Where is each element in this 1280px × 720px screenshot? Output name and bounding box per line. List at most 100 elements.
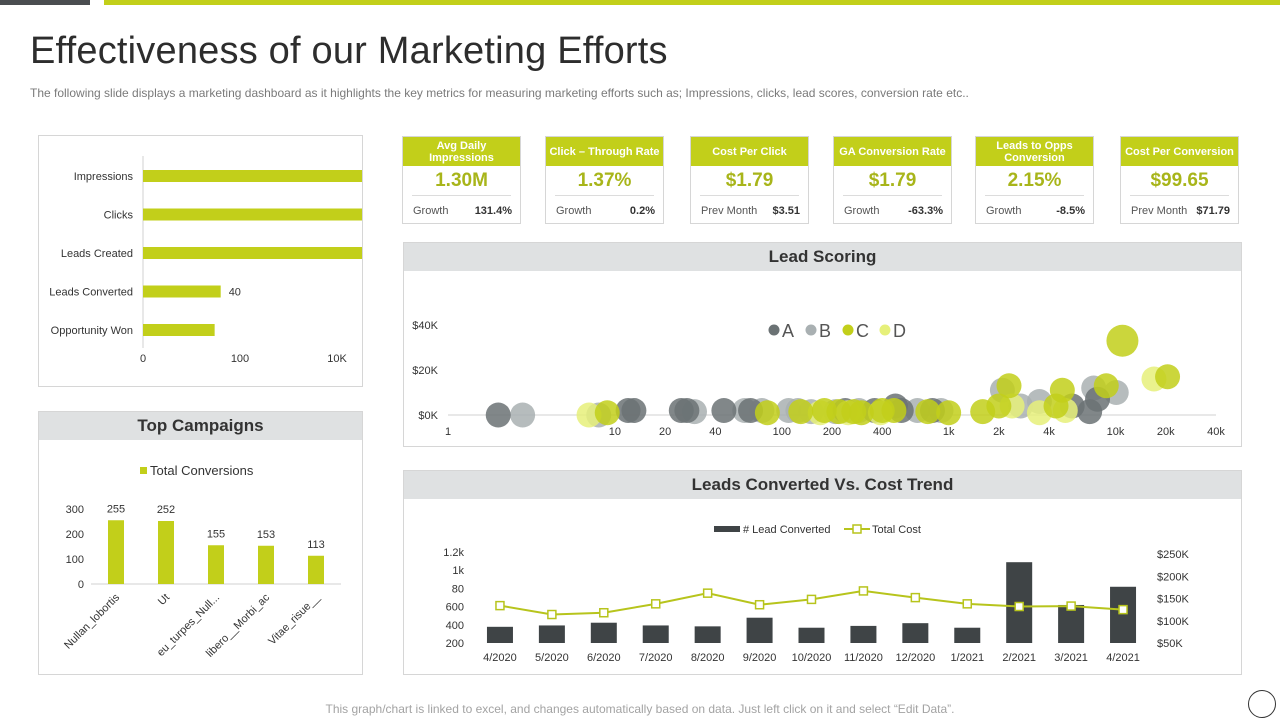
lead-converted-bar — [538, 625, 565, 643]
scatter-point-c — [1093, 373, 1119, 399]
funnel-category-label: Leads Converted — [49, 287, 133, 299]
combo-x-tick: 6/2020 — [587, 652, 621, 664]
funnel-x-tick: 0 — [140, 353, 146, 365]
lead-converted-bar — [850, 625, 877, 643]
campaign-bar — [108, 520, 124, 584]
scatter-x-tick: 1k — [943, 426, 955, 438]
total-cost-marker — [1066, 601, 1076, 611]
kpi-divider — [412, 195, 511, 196]
lead-scoring-chart[interactable]: $0K $20K $40K 1 10 20 40 100 200 400 1k 2k 4k 10k 20k 4… — [404, 271, 1241, 446]
left-y-tick: 400 — [446, 620, 464, 632]
legend-line-label: Total Cost — [872, 524, 921, 536]
combo-x-tick: 5/2020 — [535, 652, 569, 664]
funnel-bar — [143, 247, 371, 259]
kpi-card-click-through-rate[interactable]: Click – Through Rate 1.37% Growth 0.2% — [545, 136, 664, 224]
campaign-data-label: 153 — [257, 529, 275, 541]
kpi-divider — [985, 195, 1084, 196]
leads-vs-cost-chart[interactable]: # Lead Converted Total Cost 200 400 600 80 1k 1… — [404, 499, 1241, 674]
campaigns-y-tick: 100 — [66, 554, 84, 566]
scatter-legend-label: B — [819, 321, 831, 341]
scatter-x-tick: 100 — [773, 426, 791, 438]
legend-bar-label: # Lead Converted — [743, 524, 830, 536]
campaign-category-label: Nullan_lobortis — [62, 591, 122, 651]
scatter-point-a — [621, 398, 647, 423]
campaign-data-label: 155 — [207, 528, 225, 540]
scatter-legend-label: A — [782, 321, 794, 341]
kpi-value: $99.65 — [1150, 170, 1209, 191]
scatter-x-tick: 10 — [609, 426, 621, 438]
lead-scoring-panel: Lead Scoring $0K $20K $40K 1 10 20 40 100 200 400… — [403, 242, 1242, 447]
total-cost-marker — [650, 599, 661, 609]
scatter-x-tick: 2k — [993, 426, 1005, 438]
lead-converted-bar — [954, 627, 981, 643]
scatter-legend-label: D — [893, 321, 906, 341]
kpi-title: Cost Per Conversion — [1121, 137, 1238, 166]
campaign-category-label: Vitae_risue__ — [266, 591, 323, 648]
total-cost-marker — [962, 599, 973, 609]
kpi-value: 1.37% — [577, 170, 632, 191]
total-cost-marker — [599, 607, 609, 618]
kpi-label: Prev Month — [701, 205, 758, 217]
funnel-category-label: Leads Created — [61, 248, 133, 260]
funnel-data-label: 40 — [229, 287, 241, 299]
funnel-category-label: Impressions — [74, 171, 134, 183]
funnel-bar — [143, 208, 375, 221]
combo-x-tick: 4/2021 — [1106, 652, 1140, 664]
campaigns-chart[interactable]: Total Conversions 0 100 200 300 255 Nullan_lob… — [39, 440, 362, 674]
scatter-x-tick: 10k — [1107, 426, 1125, 438]
kpi-card-ga-conversion-rate[interactable]: GA Conversion Rate $1.79 Growth -63.3% — [833, 136, 952, 224]
right-y-tick: $100K — [1157, 616, 1189, 628]
kpi-label: Growth — [413, 205, 449, 217]
legend-label: Total Conversions — [150, 463, 254, 478]
scatter-point-d — [576, 402, 602, 428]
lead-scoring-title: Lead Scoring — [404, 243, 1241, 271]
scatter-y-tick: $0K — [418, 410, 438, 422]
kpi-number: $3.51 — [772, 205, 800, 217]
kpi-value: 1.30M — [435, 170, 488, 191]
kpi-value: $1.79 — [725, 170, 774, 191]
kpi-label: Prev Month — [1131, 205, 1188, 217]
funnel-chart[interactable]: Impressions39.1MClicks60KLeads Created50… — [39, 136, 550, 386]
lead-converted-bar — [1110, 586, 1137, 643]
combo-x-tick: 1/2021 — [950, 652, 984, 664]
kpi-card-cost-per-conversion[interactable]: Cost Per Conversion $99.65 Prev Month $7… — [1120, 136, 1239, 224]
total-cost-marker — [702, 588, 713, 598]
scatter-point-c — [915, 399, 941, 425]
lead-converted-bar — [798, 627, 825, 643]
scatter-x-tick: 400 — [873, 426, 891, 438]
lead-converted-bar — [1058, 604, 1085, 643]
scatter-point-c — [1049, 377, 1075, 403]
scatter-x-tick: 1 — [445, 426, 451, 438]
kpi-number: -63.3% — [908, 205, 943, 217]
kpi-title: GA Conversion Rate — [834, 137, 951, 166]
total-cost-marker — [806, 594, 817, 605]
combo-x-tick: 7/2020 — [639, 652, 673, 664]
kpi-divider — [1130, 195, 1229, 196]
legend-swatch — [140, 467, 147, 474]
total-cost-marker — [858, 586, 869, 596]
scatter-point-c — [788, 399, 814, 425]
scatter-point-a — [674, 398, 700, 423]
top-campaigns-title: Top Campaigns — [39, 412, 362, 440]
campaigns-y-tick: 200 — [66, 529, 84, 541]
kpi-card-cost-per-click[interactable]: Cost Per Click $1.79 Prev Month $3.51 — [690, 136, 809, 224]
campaigns-y-tick: 0 — [78, 579, 84, 591]
kpi-title: Avg Daily Impressions — [403, 137, 520, 166]
right-y-tick: $150K — [1157, 594, 1189, 606]
kpi-number: -8.5% — [1056, 205, 1085, 217]
left-y-tick: 80 — [452, 583, 464, 595]
funnel-bar — [143, 170, 512, 182]
scatter-x-tick: 20 — [659, 426, 671, 438]
combo-x-tick: 10/2020 — [792, 652, 832, 664]
total-cost-marker — [910, 592, 921, 603]
scatter-point-c — [594, 400, 620, 426]
total-cost-marker — [1118, 604, 1128, 615]
campaign-bar — [158, 521, 174, 584]
top-accent-green — [104, 0, 1280, 5]
kpi-card-leads-to-opps[interactable]: Leads to Opps Conversion 2.15% Growth -8… — [975, 136, 1094, 224]
scatter-legend-dot — [842, 324, 854, 336]
combo-x-tick: 3/2021 — [1054, 652, 1088, 664]
kpi-value: $1.79 — [868, 170, 917, 191]
circle-icon — [1248, 690, 1276, 718]
kpi-card-avg-daily-impressions[interactable]: Avg Daily Impressions 1.30M Growth 131.4… — [402, 136, 521, 224]
